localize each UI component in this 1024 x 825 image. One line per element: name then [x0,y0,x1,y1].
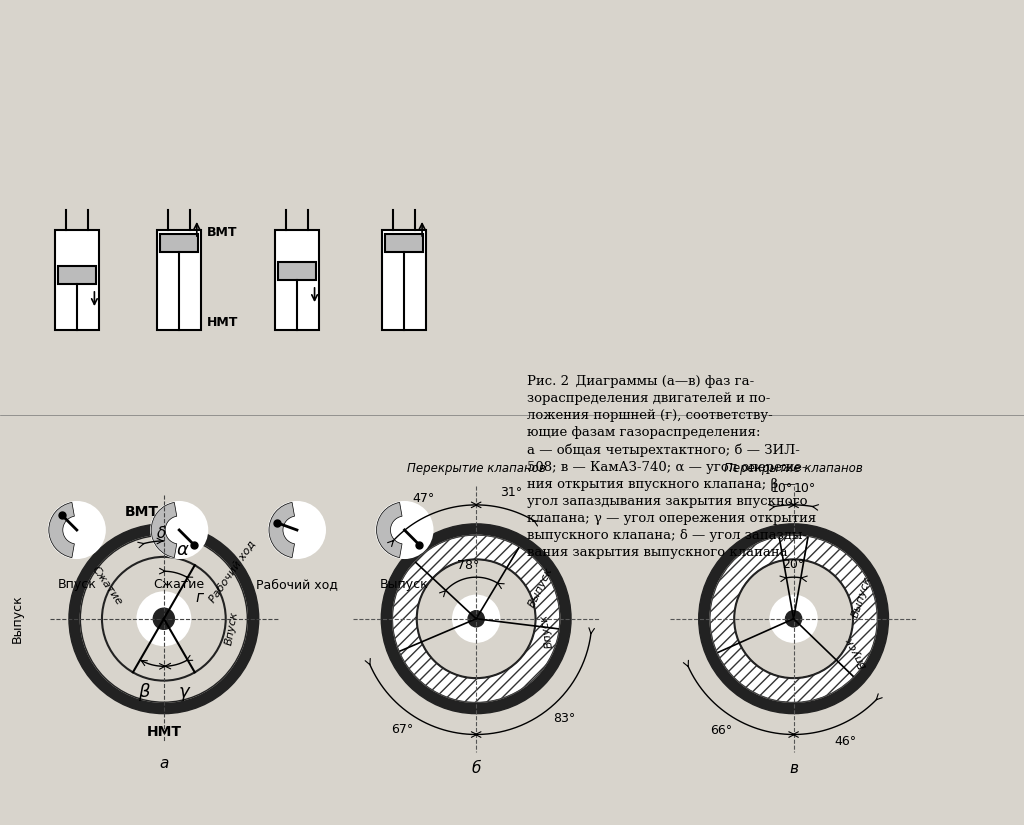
Text: Перекрытие клапанов: Перекрытие клапанов [407,461,546,474]
Text: Сжатие: Сжатие [154,578,205,591]
Circle shape [453,596,500,642]
Circle shape [137,592,190,645]
Circle shape [80,535,248,702]
Text: Выпуск: Выпуск [850,575,873,619]
Circle shape [269,502,325,558]
Bar [278,262,316,280]
Text: Впуск: Впуск [539,613,554,649]
Circle shape [392,535,560,702]
Text: 78°: 78° [458,559,480,572]
Bar [160,234,199,252]
Circle shape [785,610,802,627]
Circle shape [468,610,484,627]
Text: Выпуск: Выпуск [526,566,554,609]
Circle shape [381,524,571,714]
Text: Рис. 2 Диаграммы (а—в) фаз га-
зораспределения двигателей и по-
ложения поршней : Рис. 2 Диаграммы (а—в) фаз га- зораспред… [527,375,816,559]
Text: 83°: 83° [553,712,575,725]
Circle shape [698,524,889,714]
Circle shape [710,535,878,702]
Text: Рабочий ход: Рабочий ход [256,578,338,591]
Text: ВМТ: ВМТ [207,225,238,238]
Wedge shape [49,502,75,558]
Text: 46°: 46° [835,735,857,747]
Text: 66°: 66° [710,724,732,737]
FancyBboxPatch shape [55,230,98,330]
Text: Сжатие: Сжатие [90,564,124,607]
Text: НМТ: НМТ [146,725,181,739]
Text: в: в [790,761,798,776]
Text: б: б [471,761,481,776]
Wedge shape [392,535,559,702]
Text: 20°: 20° [782,559,805,571]
Circle shape [152,502,207,558]
Text: г: г [196,590,203,605]
Bar [57,266,96,284]
FancyBboxPatch shape [275,230,318,330]
Text: Выпуск: Выпуск [380,578,429,591]
Wedge shape [377,502,402,558]
Wedge shape [152,502,177,558]
Text: 67°: 67° [391,724,414,736]
Text: 31°: 31° [500,486,522,499]
Circle shape [69,524,259,714]
Text: Выпуск: Выпуск [10,594,24,644]
Text: Рабочий ход: Рабочий ход [207,539,257,604]
Circle shape [154,608,174,629]
Text: β: β [138,683,150,701]
Circle shape [377,502,432,558]
Text: Впуск: Впуск [57,578,96,591]
Text: Впуск: Впуск [224,610,240,646]
Text: 10°: 10° [794,482,816,495]
Wedge shape [80,536,247,702]
Wedge shape [269,502,295,558]
Text: δ: δ [157,526,166,541]
FancyBboxPatch shape [158,230,201,330]
Text: Перекрытие клапанов: Перекрытие клапанов [724,461,863,474]
Circle shape [770,596,817,642]
Wedge shape [710,535,854,702]
Circle shape [49,502,104,558]
Text: Впуск: Впуск [844,634,869,670]
Bar [385,234,424,252]
Text: γ: γ [178,683,188,701]
FancyBboxPatch shape [383,230,426,330]
Text: ВМТ: ВМТ [125,505,159,519]
Wedge shape [718,535,878,702]
Text: 47°: 47° [413,493,435,505]
Wedge shape [150,535,248,626]
Text: а: а [159,757,169,771]
Text: α: α [176,541,188,559]
Wedge shape [399,535,560,702]
Text: 10°: 10° [771,482,794,495]
Text: НМТ: НМТ [207,315,239,328]
